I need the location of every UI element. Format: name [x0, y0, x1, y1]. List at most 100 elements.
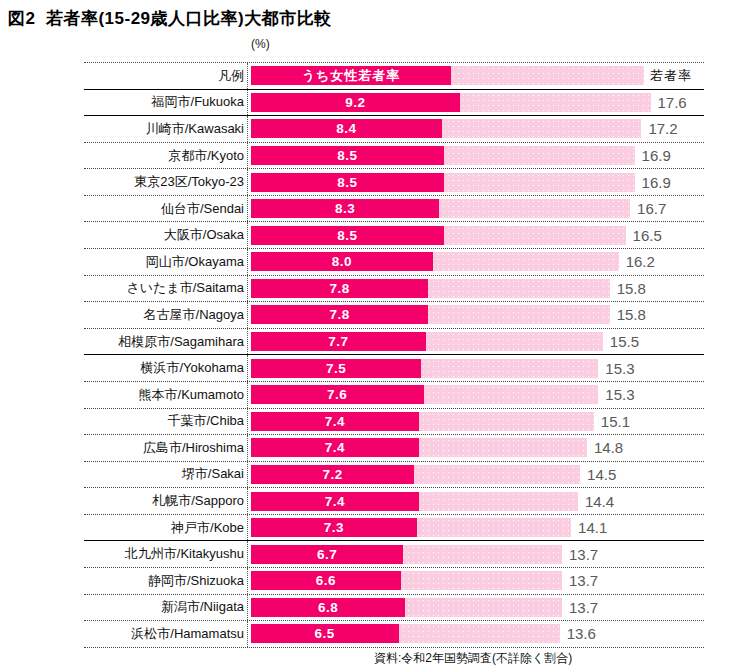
city-row: 東京23区/Tokyo-23 8.5 16.9 — [84, 169, 704, 196]
total-rate-bar: 8.0 — [251, 252, 619, 271]
city-label: 仙台市/Sendai — [84, 196, 248, 222]
city-label: 名古屋市/Nagoya — [84, 302, 248, 328]
female-rate-bar: 6.8 — [251, 598, 405, 617]
total-rate-value: 16.9 — [642, 174, 671, 191]
total-rate-bar: 6.7 — [251, 545, 562, 564]
legend-total-bar-swatch: うち女性若者率 — [251, 66, 644, 85]
city-label: 東京23区/Tokyo-23 — [84, 169, 248, 195]
total-rate-bar: 7.7 — [251, 332, 603, 351]
city-row: 岡山市/Okayama 8.0 16.2 — [84, 249, 704, 276]
city-bars-cell: 8.4 17.2 — [248, 116, 704, 142]
city-row: 札幌市/Sapporo 7.4 14.4 — [84, 488, 704, 515]
total-rate-value: 16.2 — [626, 253, 655, 270]
total-rate-value: 15.3 — [605, 386, 634, 403]
total-rate-bar: 7.8 — [251, 279, 610, 298]
city-row: 仙台市/Sendai 8.3 16.7 — [84, 196, 704, 223]
city-label: 川崎市/Kawasaki — [84, 116, 248, 142]
total-rate-value: 13.7 — [569, 546, 598, 563]
city-label: 岡山市/Okayama — [84, 249, 248, 275]
city-bars-cell: 8.5 16.9 — [248, 169, 704, 195]
city-bars-cell: 6.6 13.7 — [248, 568, 704, 594]
city-label: さいたま市/Saitama — [84, 276, 248, 302]
total-rate-bar: 8.4 — [251, 119, 641, 138]
city-bars-cell: 8.5 16.5 — [248, 222, 704, 248]
city-row: 川崎市/Kawasaki 8.4 17.2 — [84, 116, 704, 143]
total-rate-value: 14.5 — [587, 466, 616, 483]
city-label: 神戸市/Kobe — [84, 515, 248, 541]
city-label: 横浜市/Yokohama — [84, 355, 248, 381]
city-bars-cell: 7.8 15.8 — [248, 276, 704, 302]
city-row: 堺市/Sakai 7.2 14.5 — [84, 462, 704, 489]
city-label: 静岡市/Shizuoka — [84, 568, 248, 594]
female-rate-bar: 7.4 — [251, 412, 419, 431]
city-row: 名古屋市/Nagoya 7.8 15.8 — [84, 302, 704, 329]
total-rate-value: 16.7 — [637, 200, 666, 217]
city-row: 横浜市/Yokohama 7.5 15.3 — [84, 355, 704, 382]
total-rate-value: 17.6 — [658, 94, 687, 111]
total-rate-value: 14.4 — [585, 493, 614, 510]
total-rate-value: 16.5 — [633, 227, 662, 244]
city-row: 千葉市/Chiba 7.4 15.1 — [84, 409, 704, 436]
city-label: 京都市/Kyoto — [84, 143, 248, 169]
total-rate-value: 16.9 — [642, 147, 671, 164]
female-rate-bar: 7.8 — [251, 305, 428, 324]
city-bars-cell: 7.7 15.5 — [248, 329, 704, 355]
total-rate-bar: 7.4 — [251, 438, 587, 457]
total-rate-bar: 8.5 — [251, 173, 635, 192]
female-rate-bar: 6.6 — [251, 571, 401, 590]
city-bars-cell: 6.7 13.7 — [248, 541, 704, 567]
bar-chart-table: 凡例 うち女性若者率 若者率 福岡市/Fukuoka 9.2 17.6 川崎市/… — [84, 62, 704, 648]
city-bars-cell: 6.5 13.6 — [248, 621, 704, 647]
female-rate-bar: 8.5 — [251, 226, 444, 245]
female-rate-bar: 8.4 — [251, 119, 442, 138]
female-rate-bar: 7.6 — [251, 385, 424, 404]
city-row: 大阪市/Osaka 8.5 16.5 — [84, 222, 704, 249]
city-bars-cell: 7.4 15.1 — [248, 409, 704, 435]
unit-label: (%) — [251, 37, 270, 51]
city-bars-cell: 8.5 16.9 — [248, 143, 704, 169]
city-label: 千葉市/Chiba — [84, 409, 248, 435]
total-rate-value: 15.5 — [610, 333, 639, 350]
city-row: さいたま市/Saitama 7.8 15.8 — [84, 276, 704, 303]
total-rate-value: 13.7 — [569, 572, 598, 589]
female-rate-bar: 7.8 — [251, 279, 428, 298]
city-bars-cell: 7.6 15.3 — [248, 382, 704, 408]
total-rate-bar: 6.6 — [251, 571, 562, 590]
legend-total-series-label: 若者率 — [650, 67, 692, 85]
city-label: 大阪市/Osaka — [84, 222, 248, 248]
city-label: 広島市/Hiroshima — [84, 435, 248, 461]
total-rate-bar: 7.5 — [251, 359, 598, 378]
total-rate-value: 14.8 — [594, 439, 623, 456]
female-rate-bar: 6.5 — [251, 624, 399, 643]
female-rate-bar: 7.2 — [251, 465, 414, 484]
female-rate-bar: 7.7 — [251, 332, 426, 351]
total-rate-value: 15.8 — [617, 280, 646, 297]
total-rate-bar: 8.5 — [251, 226, 626, 245]
legend-row-label: 凡例 — [84, 63, 248, 89]
female-rate-bar: 7.3 — [251, 518, 417, 537]
female-rate-bar: 8.3 — [251, 199, 439, 218]
female-rate-bar: 8.5 — [251, 146, 444, 165]
city-label: 浜松市/Hamamatsu — [84, 621, 248, 647]
city-label: 堺市/Sakai — [84, 462, 248, 488]
city-bars-cell: 7.4 14.8 — [248, 435, 704, 461]
city-label: 熊本市/Kumamoto — [84, 382, 248, 408]
city-row: 京都市/Kyoto 8.5 16.9 — [84, 143, 704, 170]
total-rate-value: 15.8 — [617, 306, 646, 323]
female-rate-bar: 9.2 — [251, 93, 460, 112]
female-rate-bar: 6.7 — [251, 545, 403, 564]
city-row: 福岡市/Fukuoka 9.2 17.6 — [84, 90, 704, 117]
total-rate-value: 13.7 — [569, 599, 598, 616]
city-row: 相模原市/Sagamihara 7.7 15.5 — [84, 329, 704, 356]
female-rate-bar: 7.5 — [251, 359, 421, 378]
source-note: 資料:令和2年国勢調査(不詳除く割合) — [374, 650, 572, 667]
city-bars-cell: 8.0 16.2 — [248, 249, 704, 275]
city-bars-cell: 7.3 14.1 — [248, 515, 704, 541]
total-rate-value: 15.3 — [605, 360, 634, 377]
city-label: 北九州市/Kitakyushu — [84, 541, 248, 567]
legend-bars-cell: うち女性若者率 若者率 — [248, 63, 704, 89]
total-rate-bar: 7.6 — [251, 385, 598, 404]
city-row: 神戸市/Kobe 7.3 14.1 — [84, 515, 704, 542]
total-rate-bar: 8.5 — [251, 146, 635, 165]
total-rate-bar: 6.8 — [251, 598, 562, 617]
